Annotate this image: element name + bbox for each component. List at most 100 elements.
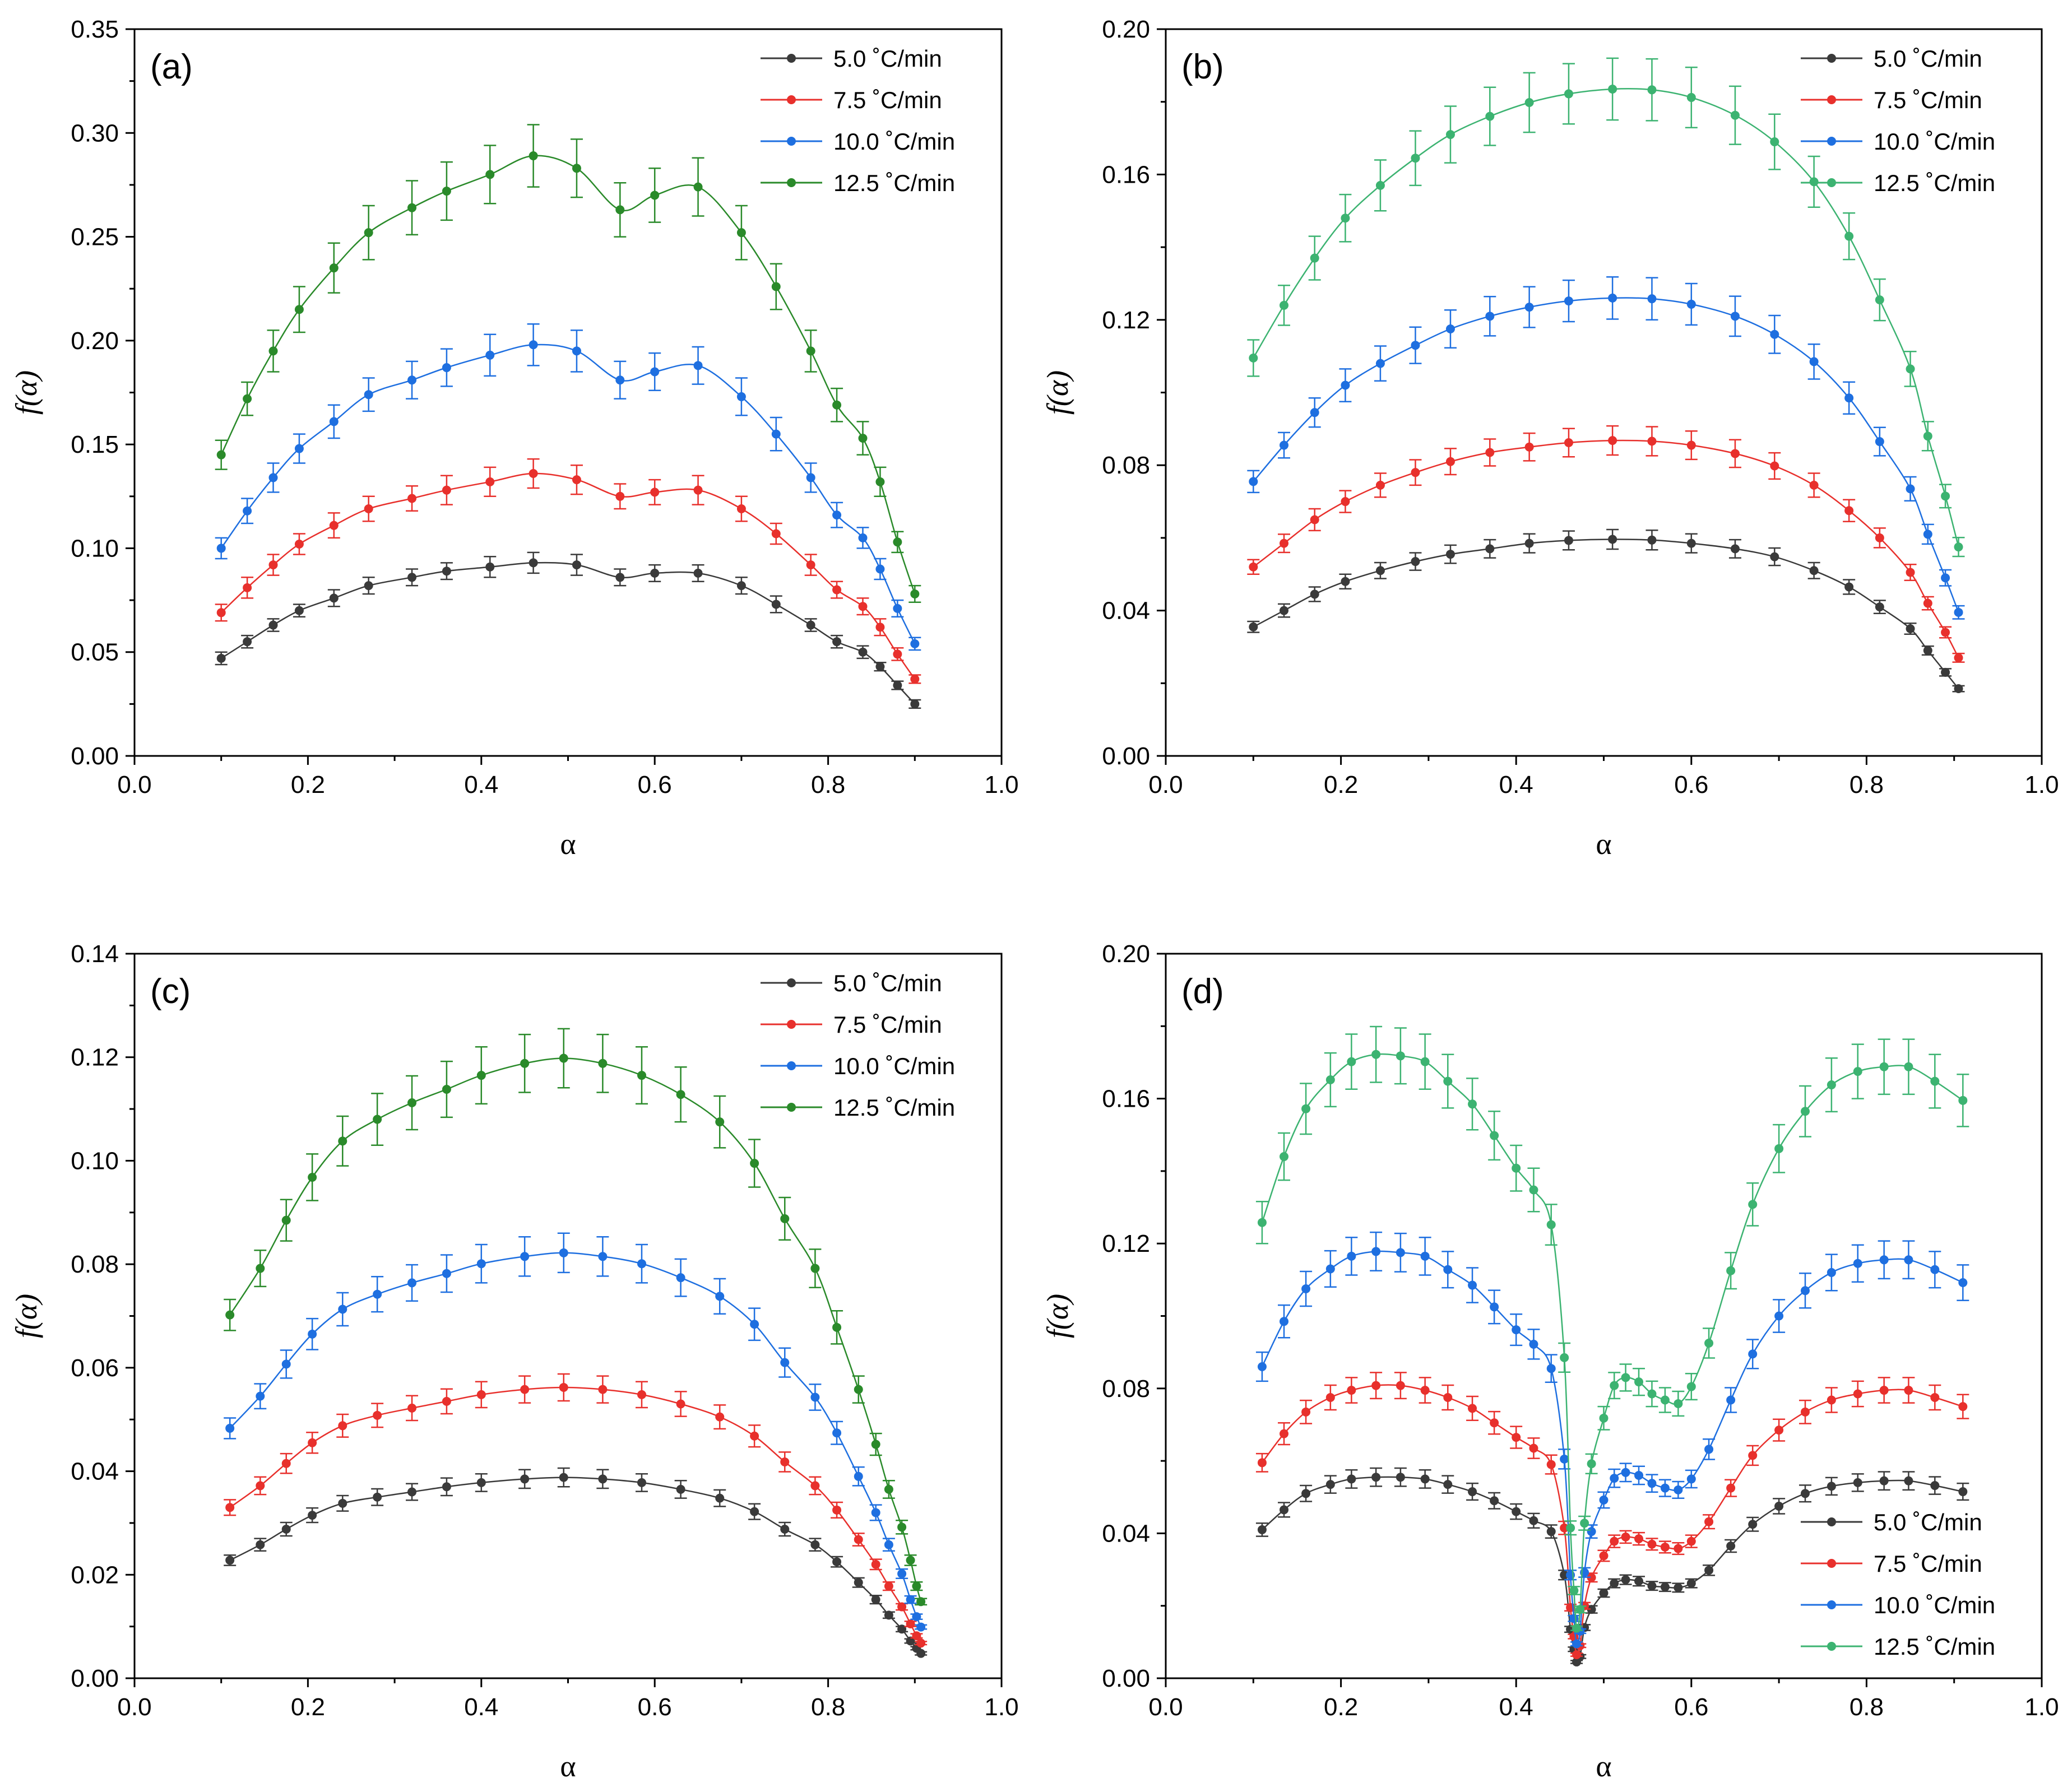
data-point [1906, 568, 1915, 577]
data-point [1546, 1527, 1556, 1536]
data-point [1485, 544, 1495, 554]
data-point [364, 228, 373, 238]
data-point [1445, 550, 1455, 559]
x-tick-label: 0.4 [1499, 771, 1533, 798]
data-point [1704, 1338, 1714, 1348]
series-2 [1247, 425, 1965, 663]
series-3 [224, 1232, 928, 1632]
data-point [1310, 515, 1319, 524]
data-point [1647, 535, 1657, 545]
data-point [243, 583, 252, 592]
data-point [442, 1084, 451, 1094]
panel-label: (c) [150, 972, 191, 1011]
data-point [1923, 646, 1932, 655]
data-point [476, 1390, 486, 1399]
data-point [912, 1612, 921, 1622]
data-point [1875, 602, 1884, 612]
data-point [806, 473, 815, 482]
data-point [650, 191, 660, 200]
data-point [572, 346, 581, 356]
x-tick-label: 0.4 [464, 1693, 498, 1721]
data-point [780, 1457, 790, 1466]
data-point [884, 1610, 893, 1620]
data-point [1879, 1476, 1889, 1485]
data-point [1647, 1389, 1657, 1399]
x-tick-label: 1.0 [2024, 1693, 2059, 1721]
data-point [442, 485, 451, 495]
legend-label: 5.0 ˚C/min [833, 970, 942, 996]
y-axis-title: f(α) [1041, 1294, 1074, 1338]
y-tick-label: 0.00 [1102, 742, 1150, 770]
data-point [1445, 324, 1455, 334]
data-point [780, 1358, 790, 1367]
data-point [256, 1540, 265, 1549]
data-point [1341, 380, 1350, 390]
data-point [294, 606, 304, 615]
data-point [910, 699, 920, 709]
data-point [810, 1392, 820, 1402]
data-point [1930, 1076, 1940, 1086]
series-line [220, 155, 916, 595]
legend-swatch-marker [1827, 54, 1836, 63]
data-point [1730, 449, 1740, 458]
y-tick-label: 0.00 [71, 742, 119, 770]
data-point [373, 1492, 382, 1502]
data-point [676, 1399, 685, 1409]
data-point [1375, 566, 1385, 575]
data-point [529, 558, 538, 568]
data-point [1958, 1487, 1968, 1497]
data-point [1443, 1076, 1453, 1086]
x-tick-label: 0.8 [1849, 1693, 1884, 1721]
series-4 [215, 124, 921, 603]
data-point [1411, 557, 1420, 567]
data-point [693, 361, 703, 370]
data-point [1587, 1459, 1596, 1469]
data-point [1396, 1381, 1405, 1390]
legend-swatch-marker [787, 1020, 796, 1029]
data-point [407, 203, 417, 212]
legend-swatch-marker [1827, 1642, 1836, 1651]
data-point [1524, 98, 1534, 107]
data-point [693, 182, 703, 192]
data-point [407, 375, 417, 385]
data-point [858, 533, 868, 542]
legend-item: 5.0 ˚C/min [761, 970, 942, 996]
data-point [216, 608, 226, 618]
data-point [442, 187, 451, 196]
data-point [750, 1431, 759, 1441]
data-point [1726, 1483, 1736, 1493]
y-tick-label: 0.00 [1102, 1665, 1150, 1692]
data-point [1610, 1474, 1619, 1483]
series-line [220, 343, 916, 644]
legend-label: 12.5 ˚C/min [1874, 170, 1995, 196]
data-point [308, 1172, 317, 1182]
data-point [1468, 1404, 1477, 1413]
data-point [1827, 1395, 1836, 1405]
data-point [1560, 1454, 1569, 1464]
data-point [442, 1482, 451, 1492]
y-tick-label: 0.35 [71, 16, 119, 43]
legend-swatch-marker [787, 1103, 796, 1112]
data-point [884, 1540, 893, 1549]
data-point [1396, 1051, 1405, 1061]
data-point [1524, 303, 1534, 312]
data-point [615, 573, 625, 582]
y-tick-label: 0.15 [71, 431, 119, 458]
data-point [1572, 1650, 1582, 1659]
data-point [1490, 1131, 1499, 1140]
series-3 [215, 323, 921, 651]
data-point [1599, 1413, 1609, 1423]
data-point [1958, 1402, 1968, 1412]
data-point [329, 521, 339, 530]
data-point [875, 623, 885, 632]
data-point [1774, 1426, 1784, 1435]
data-point [916, 1638, 926, 1648]
legend-item: 12.5 ˚C/min [1801, 170, 1995, 196]
data-point [1800, 1286, 1810, 1296]
data-point [442, 1269, 451, 1278]
data-point [485, 350, 495, 360]
data-point [407, 1487, 417, 1497]
x-tick-label: 0.0 [117, 1693, 151, 1721]
data-point [529, 469, 538, 479]
data-point [1647, 1581, 1657, 1591]
